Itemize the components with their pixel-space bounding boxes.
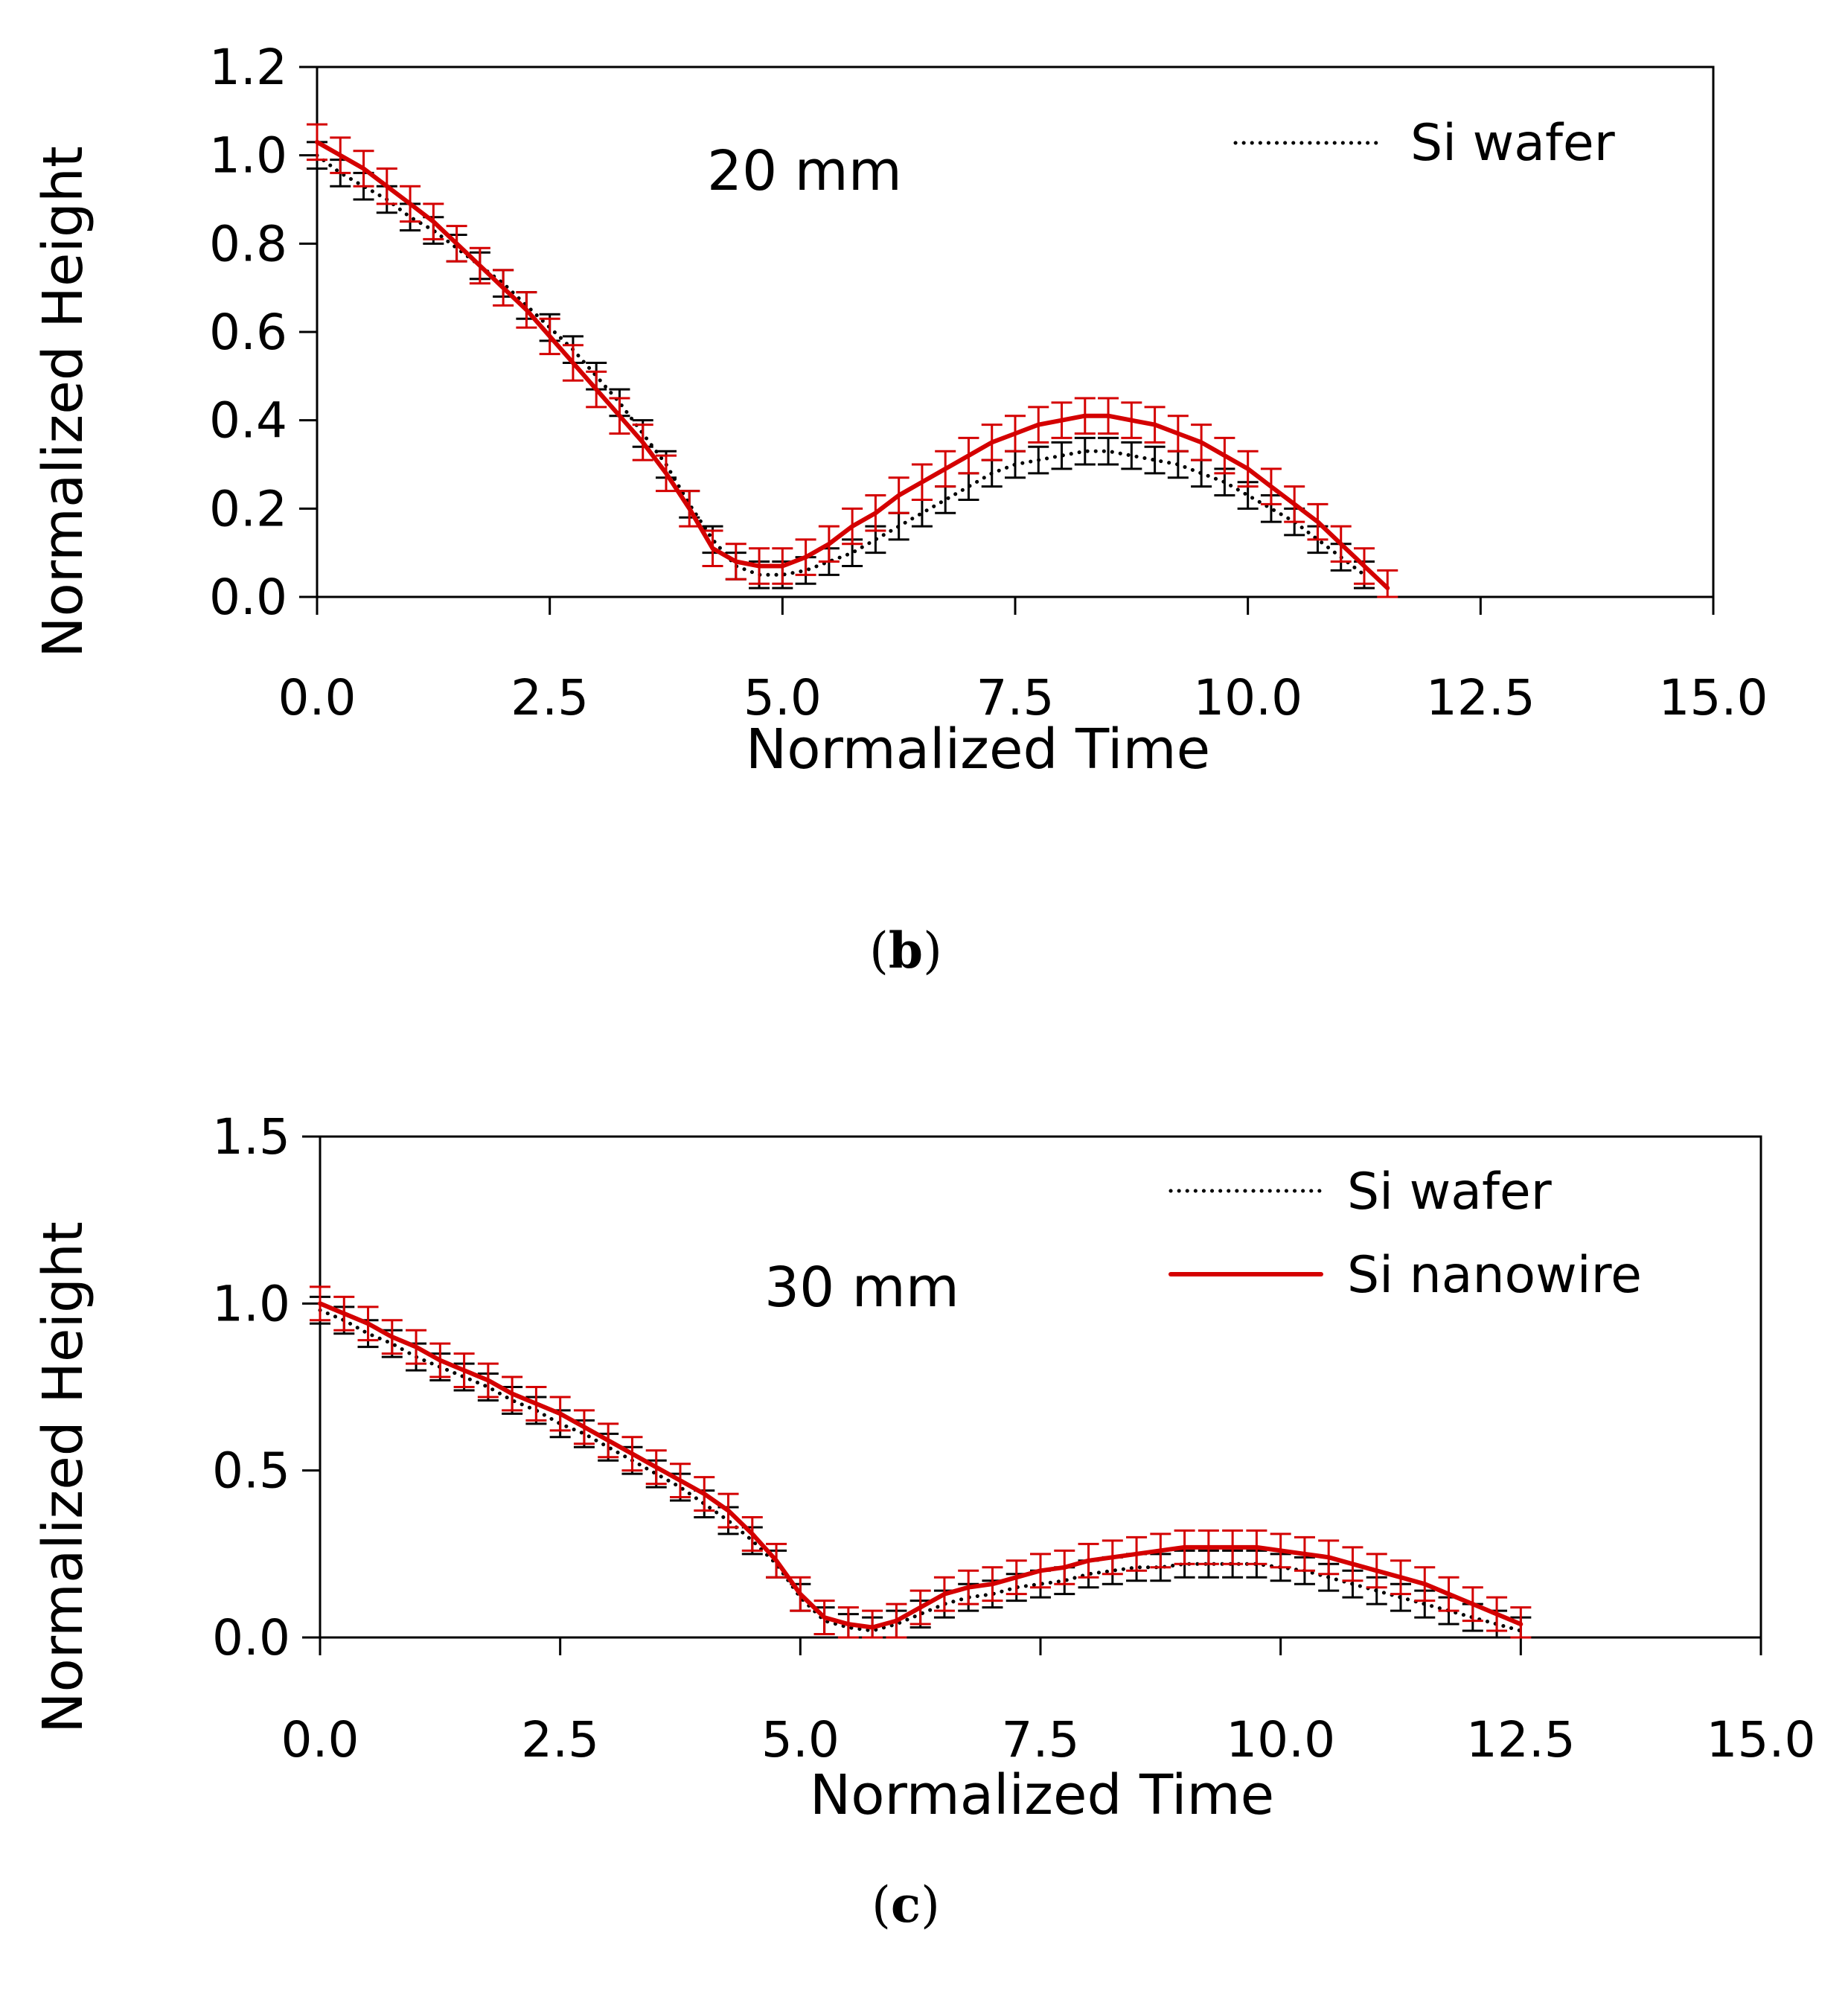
ticks-b: 0.0 2.5 5.0 7.5 10.0 12.5 15.0 0.0 0.2 0.4 0.6 0.8 1…	[209, 39, 1768, 726]
series-line-si-nanowire-c	[318, 1301, 1524, 1630]
chart-panel-c: 30 mm Normalized Time Normalized Height …	[31, 1108, 1815, 1934]
legend-label-si-nanowire-c: Si nanowire	[1347, 1246, 1642, 1305]
y-tick-label-b: 0.6	[209, 304, 287, 361]
x-tick-label-b: 5.0	[744, 669, 822, 726]
error-bar-si-nanowire	[1377, 569, 1398, 598]
y-tick-label-b: 0.0	[209, 569, 287, 626]
panel-letter-b: b	[889, 921, 923, 979]
y-tick-label-c: 1.0	[212, 1275, 290, 1332]
x-tick-label-c: 2.5	[521, 1711, 599, 1768]
panel-label-c: (c)	[872, 1876, 940, 1934]
x-tick-label-c: 12.5	[1466, 1711, 1576, 1768]
y-tick-label-c: 1.5	[212, 1108, 290, 1166]
x-axis-title-b: Normalized Time	[746, 718, 1210, 782]
series-line-si-nanowire-b	[315, 139, 1390, 591]
x-axis-title-c: Normalized Time	[810, 1763, 1274, 1827]
y-axis-title-c: Normalized Height	[31, 1221, 95, 1733]
legend-b: Si wafer	[1233, 114, 1615, 173]
y-tick-label-b: 0.4	[209, 392, 287, 450]
y-tick-label-b: 1.2	[209, 39, 287, 96]
series-line-si-wafer-b	[315, 153, 1366, 577]
annotation-c: 30 mm	[764, 1256, 959, 1320]
x-tick-label-c: 15.0	[1707, 1711, 1816, 1768]
y-tick-label-b: 0.2	[209, 480, 287, 537]
x-tick-label-c: 7.5	[1002, 1711, 1080, 1768]
error-bar-si-wafer	[1121, 441, 1142, 470]
series-c	[310, 1285, 1532, 1639]
y-tick-label-c: 0.5	[212, 1442, 290, 1500]
x-tick-label-b: 15.0	[1659, 669, 1768, 726]
y-tick-label-c: 0.0	[212, 1609, 290, 1666]
error-bar-si-wafer	[1098, 436, 1119, 466]
x-tick-label-c: 0.0	[281, 1711, 359, 1768]
annotation-b: 20 mm	[707, 139, 902, 203]
error-bars-si-nanowire-c	[310, 1285, 1532, 1639]
x-tick-label-c: 5.0	[761, 1711, 840, 1768]
panel-label-b: (b)	[869, 921, 942, 979]
series-b	[307, 123, 1398, 598]
x-tick-label-b: 12.5	[1426, 669, 1535, 726]
x-tick-label-c: 10.0	[1226, 1711, 1335, 1768]
error-bar-si-wafer	[935, 485, 956, 514]
x-tick-label-b: 10.0	[1193, 669, 1302, 726]
legend-label-si-wafer-c: Si wafer	[1347, 1163, 1552, 1221]
y-tick-label-b: 1.0	[209, 127, 287, 185]
legend-label-si-wafer-b: Si wafer	[1410, 114, 1615, 173]
x-tick-label-b: 7.5	[976, 669, 1055, 726]
error-bar-si-nanowire	[862, 1609, 883, 1639]
chart-panel-b: 20 mm Normalized Time Normalized Height …	[31, 39, 1768, 979]
y-tick-label-b: 0.8	[209, 215, 287, 272]
series-line-si-wafer-c	[318, 1308, 1523, 1633]
error-bar-si-wafer	[911, 498, 933, 528]
x-tick-label-b: 0.0	[278, 669, 357, 726]
panel-letter-c: c	[891, 1876, 921, 1934]
error-bar-si-wafer	[1074, 436, 1096, 466]
error-bars-si-wafer-c	[310, 1295, 1532, 1639]
ticks-c: 0.0 2.5 5.0 7.5 10.0 12.5 15.0 0.0 0.5 1.0 1.5	[212, 1108, 1815, 1768]
x-tick-label-b: 2.5	[511, 669, 589, 726]
error-bars-si-wafer-b	[307, 141, 1375, 589]
error-bar-si-wafer	[1144, 445, 1166, 475]
legend-c: Si wafer Si nanowire	[1168, 1163, 1642, 1305]
y-axis-title-b: Normalized Height	[31, 146, 95, 658]
